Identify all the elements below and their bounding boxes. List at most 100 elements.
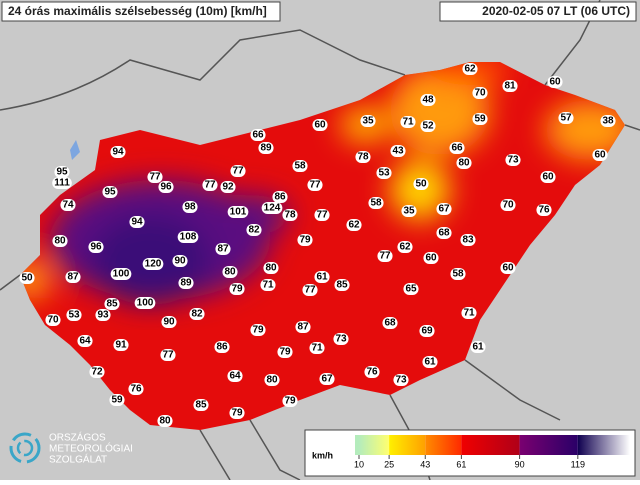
station-bg [110, 268, 132, 280]
station-bg [592, 149, 608, 161]
station-value: 50 [21, 273, 33, 284]
station-value: 69 [421, 326, 433, 337]
station-bg [229, 283, 245, 295]
station-value: 82 [248, 225, 260, 236]
station-bg [160, 349, 176, 361]
title: 24 órás maximális szélsebesség (10m) [km… [8, 4, 267, 18]
station-bg [314, 209, 330, 221]
station-bg [227, 206, 249, 218]
station-value: 100 [137, 298, 154, 309]
station-bg [229, 407, 245, 419]
station-bg [272, 191, 288, 203]
station-value: 61 [424, 357, 436, 368]
station-bg [312, 119, 328, 131]
station-bg [250, 129, 266, 141]
station-bg [157, 415, 173, 427]
station-bg [161, 316, 177, 328]
station-value: 101 [230, 207, 247, 218]
station-value: 80 [266, 375, 278, 386]
station-value: 70 [474, 88, 486, 99]
station-value: 79 [284, 396, 296, 407]
station-bg [220, 181, 236, 193]
station-value: 87 [67, 272, 79, 283]
station-bg [420, 94, 436, 106]
station-value: 60 [425, 253, 437, 264]
station-value: 62 [348, 220, 360, 231]
station-value: 76 [366, 367, 378, 378]
station-bg [282, 209, 298, 221]
station-bg [462, 63, 478, 75]
station-bg [309, 342, 325, 354]
station-bg [536, 204, 552, 216]
station-bg [461, 307, 477, 319]
station-value: 89 [180, 278, 192, 289]
station-value: 71 [262, 280, 274, 291]
station-value: 53 [68, 310, 80, 321]
station-bg [334, 279, 350, 291]
station-bg [89, 366, 105, 378]
station-bg [182, 201, 198, 213]
station-value: 90 [163, 317, 175, 328]
station-value: 89 [260, 143, 272, 154]
station-value: 77 [232, 166, 244, 177]
station-bg [423, 252, 439, 264]
station-value: 76 [130, 384, 142, 395]
station-bg [45, 314, 61, 326]
station-value: 73 [395, 375, 407, 386]
station-bg [436, 227, 452, 239]
legend-tick-label: 90 [515, 459, 525, 469]
station-value: 80 [458, 158, 470, 169]
station-value: 80 [224, 267, 236, 278]
station-value: 98 [184, 202, 196, 213]
legend-tick-label: 61 [456, 459, 466, 469]
station-value: 94 [131, 217, 143, 228]
station-bg [547, 76, 563, 88]
station-bg [319, 373, 335, 385]
station-bg [500, 199, 516, 211]
station-value: 77 [149, 172, 161, 183]
station-value: 77 [304, 285, 316, 296]
station-bg [436, 203, 452, 215]
station-value: 50 [415, 179, 427, 190]
station-value: 111 [54, 178, 70, 189]
station-value: 86 [216, 342, 228, 353]
logo-text: SZOLGÁLAT [49, 453, 107, 466]
station-bg [77, 335, 93, 347]
station-value: 71 [402, 117, 414, 128]
station-value: 70 [502, 200, 514, 211]
station-bg [364, 366, 380, 378]
station-bg [66, 309, 82, 321]
station-bg [214, 341, 230, 353]
lake [70, 140, 80, 160]
station-value: 58 [294, 161, 306, 172]
legend-band [359, 435, 390, 455]
station-bg [292, 160, 308, 172]
station-bg [420, 120, 436, 132]
legend-band [519, 435, 578, 455]
station-bg [377, 250, 393, 262]
legend-band [577, 435, 630, 455]
legend-band [461, 435, 520, 455]
station-value: 35 [362, 116, 374, 127]
station-value: 81 [504, 81, 516, 92]
station-value: 87 [217, 244, 229, 255]
station-value: 57 [560, 113, 572, 124]
station-value: 68 [384, 318, 396, 329]
station-bg [134, 297, 156, 309]
station-bg [54, 166, 70, 178]
station-value: 64 [79, 336, 91, 347]
station-value: 79 [252, 325, 264, 336]
station-bg [393, 374, 409, 386]
station-value: 77 [309, 180, 321, 191]
station-bg [177, 231, 199, 243]
station-bg [368, 197, 384, 209]
station-bg [230, 165, 246, 177]
title-box [1, 1, 281, 22]
station-bg [302, 284, 318, 296]
station-value: 73 [335, 334, 347, 345]
station-value: 95 [104, 187, 116, 198]
station-value: 71 [463, 308, 475, 319]
station-bg [282, 395, 298, 407]
station-bg [158, 181, 174, 193]
